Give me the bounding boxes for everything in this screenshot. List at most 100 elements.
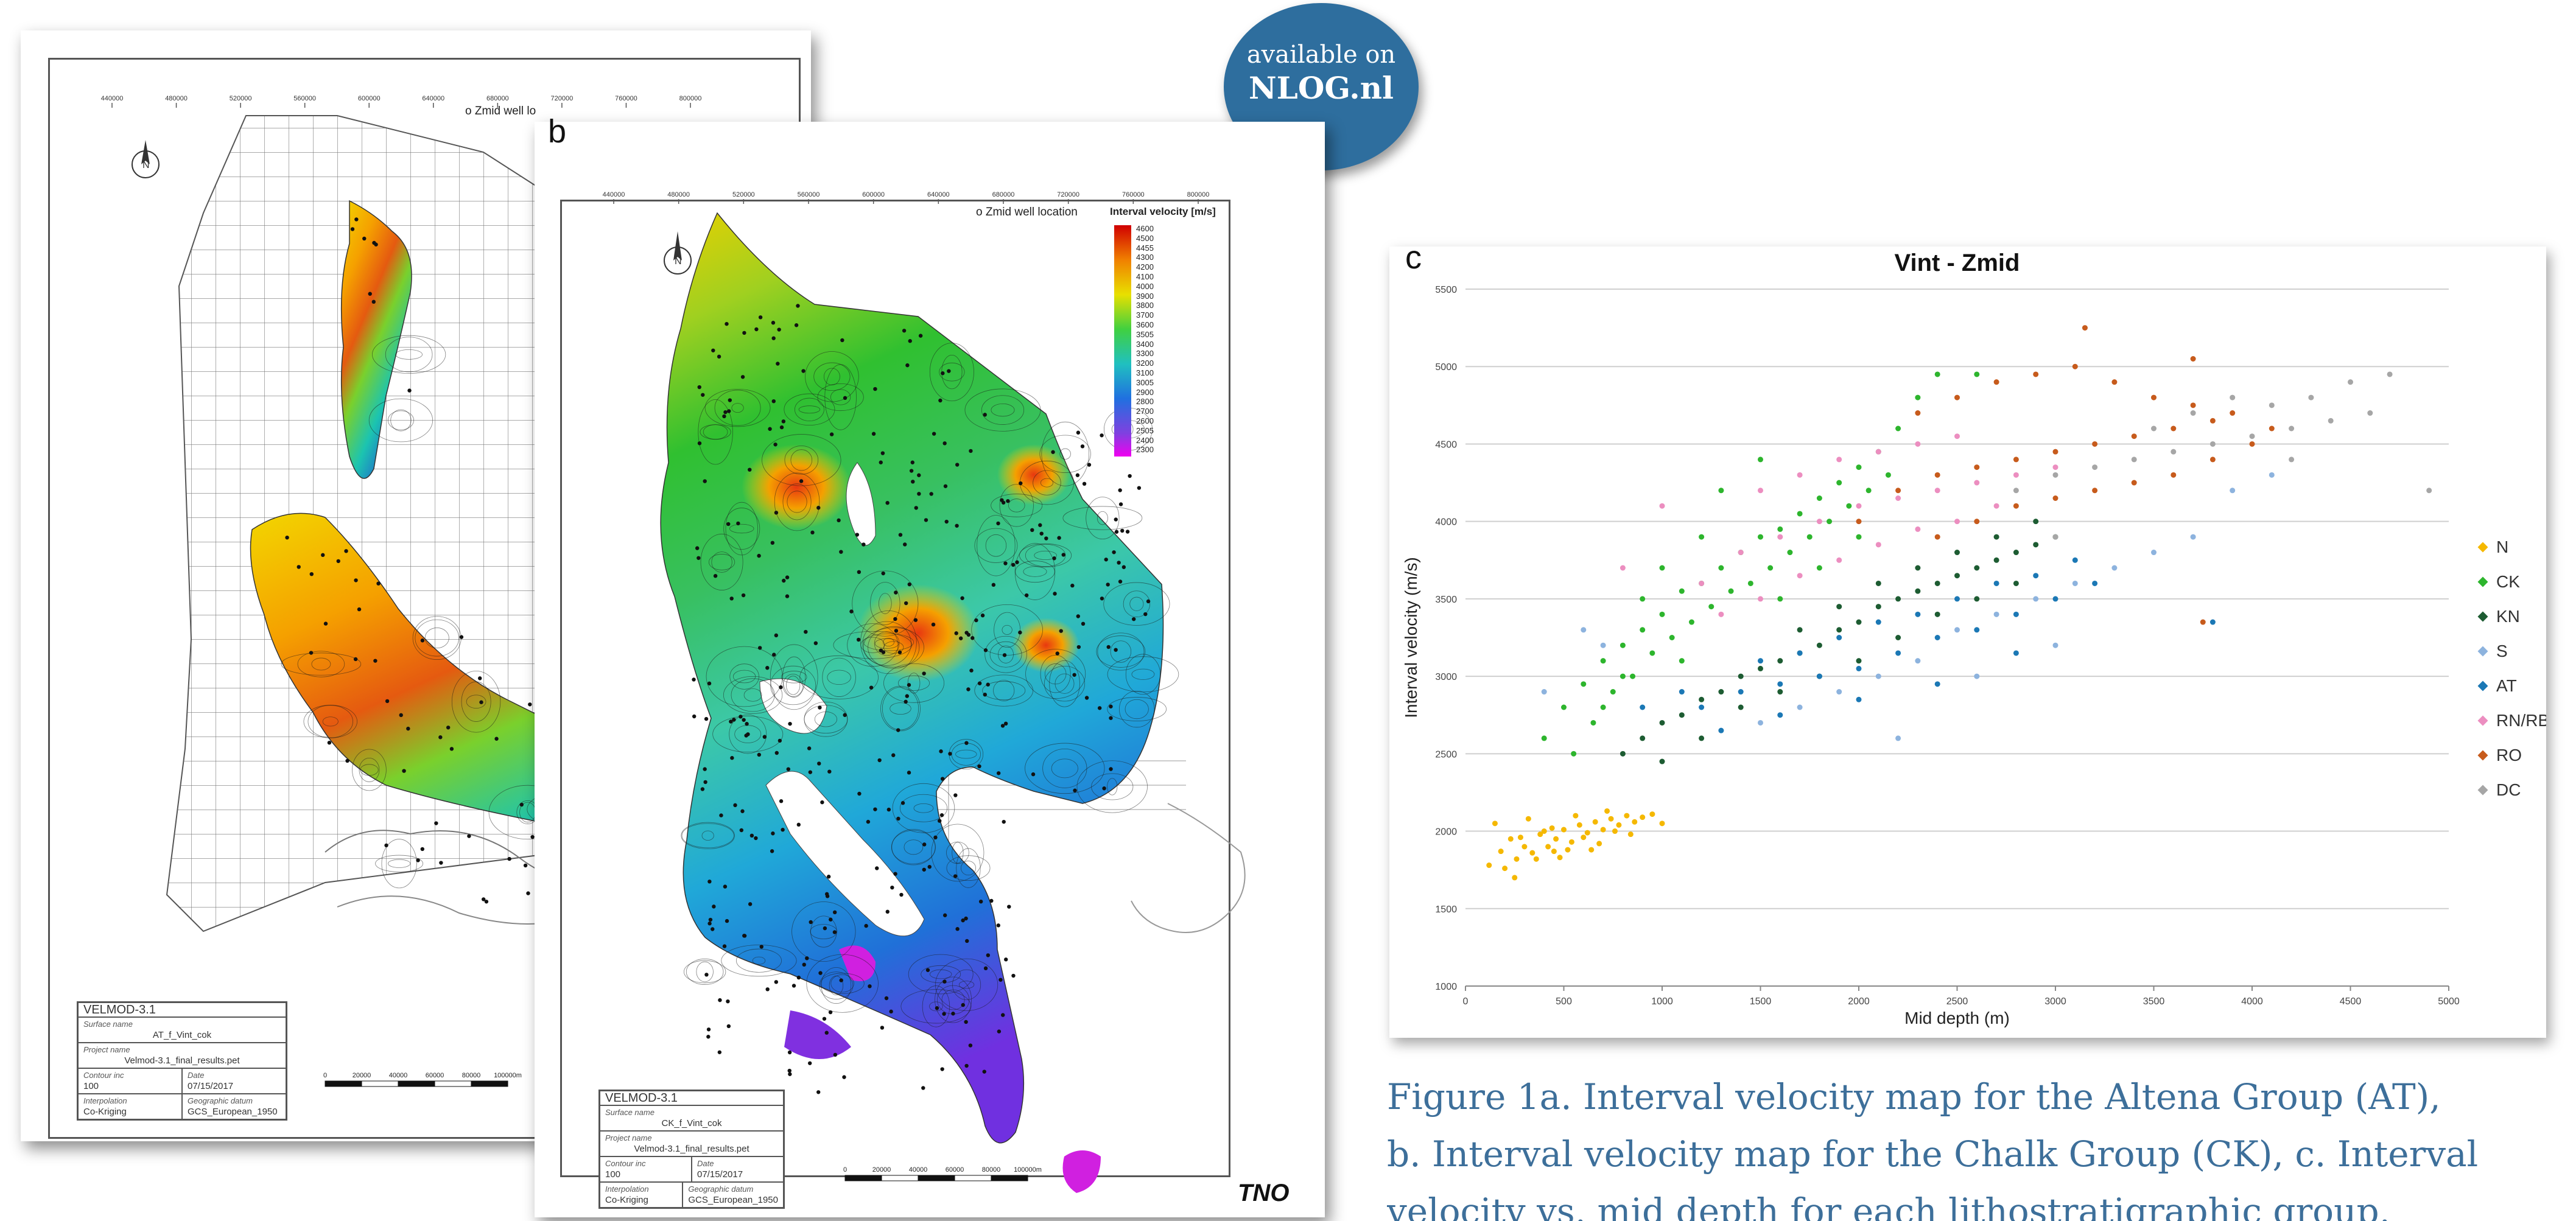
well-dot xyxy=(885,500,890,505)
contour-line xyxy=(729,523,754,534)
well-dot xyxy=(937,819,942,823)
legend-label: KN xyxy=(2496,607,2520,626)
data-point xyxy=(2230,410,2236,416)
map-b-hotspot xyxy=(997,444,1070,505)
data-point xyxy=(2111,379,2118,385)
data-point xyxy=(2171,472,2177,478)
contour-line xyxy=(891,830,936,864)
well-dot xyxy=(833,1052,838,1057)
well-dot xyxy=(983,966,988,971)
data-point xyxy=(2013,580,2019,586)
data-point xyxy=(1517,834,1523,841)
map-b-low-area xyxy=(1062,1150,1101,1193)
map-a-velocity-north xyxy=(340,200,412,479)
data-point xyxy=(2230,394,2236,401)
well-dot xyxy=(889,1009,893,1014)
contour-line xyxy=(770,644,818,710)
well-dot xyxy=(924,518,928,522)
well-dot xyxy=(832,910,837,915)
contour-line xyxy=(303,705,357,738)
map-a-well-location-label: o Zmid well lo xyxy=(465,105,536,117)
legend-value: 2505 xyxy=(1136,425,1154,435)
data-point xyxy=(2151,550,2157,556)
data-point xyxy=(1875,619,1881,625)
contour-line xyxy=(913,803,934,813)
data-point xyxy=(1659,719,1665,726)
well-dot xyxy=(914,506,918,510)
data-point xyxy=(1797,472,1803,478)
well-dot xyxy=(725,321,729,326)
chart-title: Vint - Zmid xyxy=(1895,250,2020,276)
well-dot xyxy=(1011,562,1016,567)
contour-line xyxy=(729,663,759,690)
data-point xyxy=(1612,828,1618,834)
well-dot xyxy=(939,749,943,754)
data-point xyxy=(1679,658,1685,664)
contour-line xyxy=(786,676,801,695)
well-dot xyxy=(777,327,781,332)
contour-line xyxy=(817,383,864,411)
contour-line xyxy=(952,842,964,864)
x-tick-label: 3000 xyxy=(2044,996,2066,1007)
contour-line xyxy=(1123,590,1151,618)
contour-line xyxy=(804,705,848,733)
well-dot xyxy=(881,650,886,654)
svg-text:N: N xyxy=(142,160,150,170)
contour-line xyxy=(830,974,854,993)
contour-line xyxy=(883,641,904,654)
well-dot xyxy=(707,922,712,926)
contour-line xyxy=(847,623,899,667)
well-dot xyxy=(871,432,876,436)
well-dot xyxy=(407,388,412,393)
x-tick-label: 500 xyxy=(1556,996,1572,1007)
well-dot xyxy=(1076,645,1081,649)
data-point xyxy=(1551,848,1557,855)
data-point xyxy=(1836,457,1842,463)
data-point xyxy=(2308,394,2314,401)
well-dot xyxy=(884,996,889,1001)
data-point xyxy=(1640,814,1646,820)
well-dot xyxy=(748,902,753,906)
contour-line xyxy=(711,551,732,573)
map-b-surface-name-label: Surface name xyxy=(605,1108,655,1117)
well-dot xyxy=(692,677,696,682)
legend-value: 3005 xyxy=(1136,377,1154,387)
well-dot xyxy=(796,304,800,308)
legend-label: S xyxy=(2496,642,2508,660)
well-dot xyxy=(1053,592,1057,596)
data-point xyxy=(1659,758,1665,764)
map-a-datum-label: Geographic datum xyxy=(188,1096,253,1105)
well-dot xyxy=(385,699,390,704)
data-point xyxy=(2092,441,2098,447)
data-point xyxy=(1974,519,1980,525)
contour-line xyxy=(900,989,972,1024)
well-dot xyxy=(773,443,777,447)
well-dot xyxy=(1114,517,1118,522)
well-dot xyxy=(817,761,821,766)
well-dot xyxy=(745,722,749,726)
data-point xyxy=(1816,495,1822,501)
map-b-well-location-label: o Zmid well location xyxy=(976,206,1078,219)
contour-line xyxy=(1033,470,1061,495)
well-dot xyxy=(434,821,438,825)
well-dot xyxy=(772,652,776,657)
legend-marker xyxy=(2477,646,2488,657)
data-point xyxy=(1718,488,1724,494)
well-dot xyxy=(723,884,728,889)
well-dot xyxy=(869,685,874,690)
y-tick-label: 1000 xyxy=(1435,982,1457,992)
data-point xyxy=(1632,819,1638,825)
scalebar-label: 20000 xyxy=(872,1166,891,1174)
x-axis-label: Mid depth (m) xyxy=(1904,1009,2010,1027)
scalebar-label: 40000 xyxy=(909,1166,928,1174)
scalebar-label: 20000 xyxy=(353,1072,371,1079)
well-dot xyxy=(350,227,355,231)
data-point xyxy=(2013,503,2019,509)
well-dot xyxy=(813,641,818,645)
contour-line xyxy=(735,948,782,973)
well-dot xyxy=(711,348,715,352)
contour-line xyxy=(830,389,851,405)
data-point xyxy=(1816,642,1822,648)
data-point xyxy=(2200,619,2206,625)
contour-line xyxy=(395,349,423,360)
